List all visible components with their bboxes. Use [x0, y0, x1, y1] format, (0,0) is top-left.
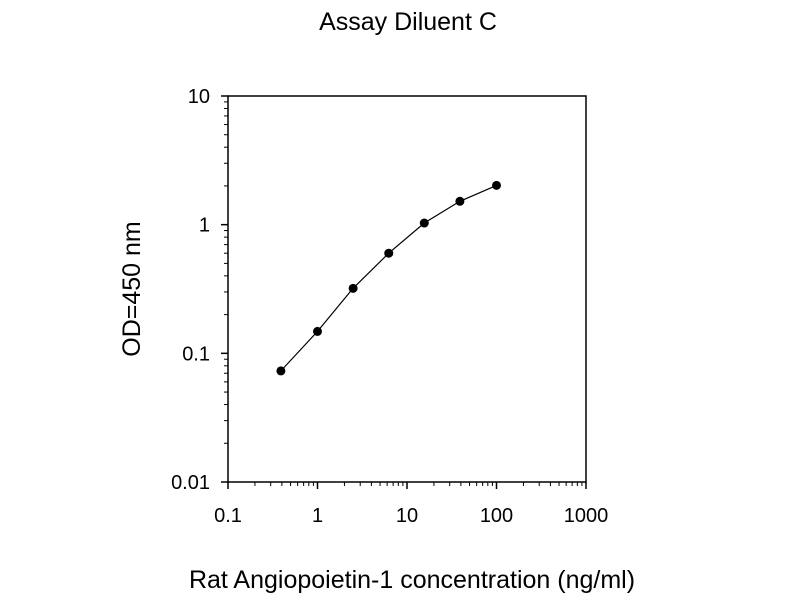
x-tick-label: 1	[312, 505, 323, 527]
y-tick-label: 10	[188, 86, 210, 108]
x-axis-label: Rat Angiopoietin-1 concentration (ng/ml)	[189, 566, 635, 594]
x-axis-ticks: 0.1 1 10 100 1000	[214, 482, 608, 527]
data-point	[492, 180, 501, 190]
plot-area	[227, 95, 587, 483]
data-point	[419, 218, 429, 228]
data-point	[276, 366, 286, 376]
y-tick-label: 1	[199, 215, 210, 237]
data-point	[313, 326, 322, 336]
y-tick-label: 0.1	[182, 343, 210, 365]
chart-title: Assay Diluent C	[319, 8, 497, 36]
x-tick-label: 100	[480, 505, 513, 527]
y-axis-label: OD=450 nm	[118, 221, 146, 357]
x-tick-label: 10	[396, 505, 418, 527]
x-tick-label: 0.1	[214, 505, 242, 527]
y-axis-ticks: 0.01 0.1 1 10	[171, 86, 228, 494]
x-tick-label: 1000	[564, 505, 609, 527]
data-point	[348, 283, 358, 293]
series-line	[280, 184, 497, 372]
data-point	[455, 196, 465, 206]
y-tick-label: 0.01	[171, 472, 210, 494]
data-series	[276, 180, 501, 376]
data-point	[384, 248, 394, 258]
